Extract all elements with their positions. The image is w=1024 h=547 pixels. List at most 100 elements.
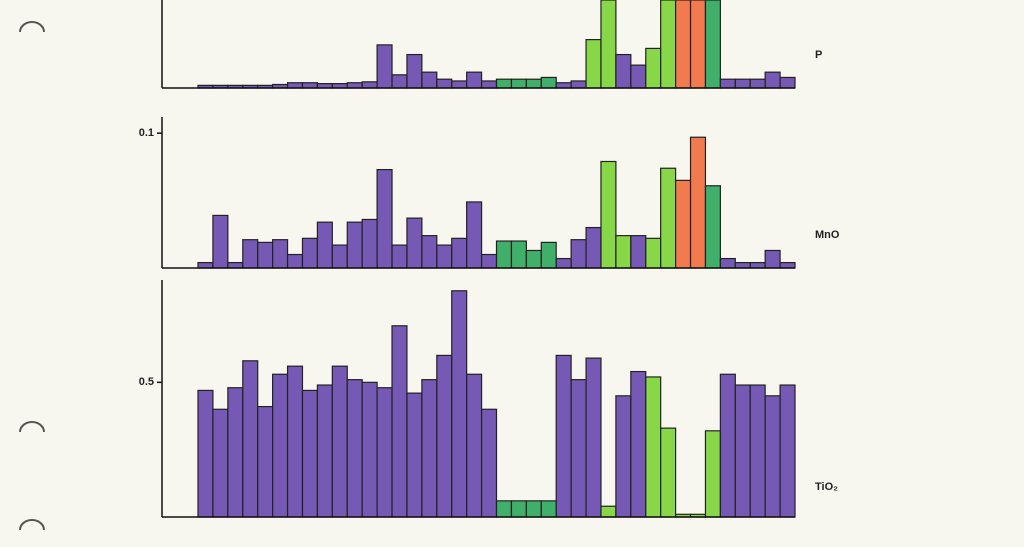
- punch-hole: [19, 21, 45, 33]
- bar: [510, 240, 527, 269]
- bar: [779, 76, 796, 89]
- bar: [376, 168, 393, 269]
- bar: [734, 384, 751, 518]
- bar: [406, 392, 423, 518]
- bar: [272, 373, 289, 518]
- bar: [764, 71, 781, 89]
- bar: [316, 384, 333, 518]
- bar: [630, 235, 647, 269]
- bar: [734, 78, 751, 89]
- bar: [689, 0, 707, 89]
- bar: [286, 253, 304, 269]
- bar: [346, 221, 363, 269]
- bar: [391, 244, 408, 269]
- bar: [704, 185, 721, 269]
- bar: [570, 80, 587, 89]
- bar: [615, 53, 632, 89]
- bar: [600, 0, 617, 89]
- bar: [525, 500, 542, 518]
- y-tick-label: 0.5: [139, 376, 154, 388]
- bar: [346, 82, 363, 89]
- bar: [704, 0, 721, 89]
- bar: [361, 218, 378, 269]
- bar: [600, 160, 617, 269]
- bar: [436, 354, 453, 518]
- bar: [719, 257, 736, 269]
- bar: [749, 384, 766, 518]
- bar: [406, 217, 423, 269]
- bar: [510, 78, 527, 89]
- bar: [555, 82, 572, 89]
- bar: [749, 262, 766, 269]
- bar: [212, 214, 229, 269]
- bar: [734, 262, 751, 269]
- bar: [451, 80, 468, 89]
- bar: [570, 239, 587, 269]
- bar: [749, 78, 766, 89]
- bar: [257, 405, 274, 518]
- bar: [391, 74, 408, 89]
- bar: [495, 500, 513, 518]
- panel-label: TiO₂: [815, 481, 838, 493]
- punch-hole: [19, 519, 45, 531]
- bar: [540, 500, 557, 518]
- bar: [689, 136, 707, 269]
- bar: [719, 78, 736, 89]
- bar: [242, 239, 259, 269]
- bar: [301, 82, 319, 89]
- bar: [421, 71, 438, 89]
- bar: [286, 82, 304, 89]
- bar: [585, 38, 602, 89]
- bar: [227, 387, 244, 518]
- bar: [630, 370, 647, 518]
- bar: [361, 81, 378, 89]
- bar: [391, 325, 408, 518]
- bar: [674, 0, 692, 89]
- bar: [645, 237, 662, 269]
- bar: [406, 53, 423, 89]
- bar: [480, 80, 498, 89]
- bar: [495, 78, 513, 89]
- bar: [704, 430, 721, 518]
- bar: [525, 249, 542, 269]
- bar: [764, 395, 781, 518]
- bar: [585, 226, 602, 269]
- bar: [674, 179, 692, 269]
- bar: [764, 249, 781, 269]
- bar: [301, 237, 319, 269]
- bar: [331, 365, 348, 518]
- bar: [272, 239, 289, 269]
- bar: [630, 64, 647, 89]
- bar: [495, 240, 513, 269]
- bar: [197, 389, 214, 518]
- bar: [301, 389, 319, 518]
- bar: [585, 357, 602, 518]
- bar: [555, 354, 572, 518]
- bar: [361, 381, 378, 518]
- bar: [480, 408, 498, 518]
- bar: [257, 241, 274, 269]
- bar: [436, 244, 453, 269]
- bar: [660, 167, 677, 269]
- bar: [719, 373, 736, 518]
- bar: [645, 47, 662, 89]
- bar: [540, 76, 557, 89]
- bar: [779, 262, 796, 269]
- bar: [451, 290, 468, 518]
- bar: [346, 379, 363, 518]
- bar: [436, 78, 453, 89]
- bar: [466, 201, 483, 269]
- bar: [779, 384, 796, 518]
- bar: [615, 395, 632, 518]
- bar: [421, 235, 438, 269]
- y-tick-label: 0.1: [139, 127, 154, 139]
- bar: [570, 379, 587, 518]
- bar: [555, 257, 572, 269]
- bar: [466, 71, 483, 89]
- bar: [600, 505, 617, 518]
- panel-label: MnO: [815, 229, 840, 241]
- bar: [615, 235, 632, 269]
- bar: [376, 44, 393, 89]
